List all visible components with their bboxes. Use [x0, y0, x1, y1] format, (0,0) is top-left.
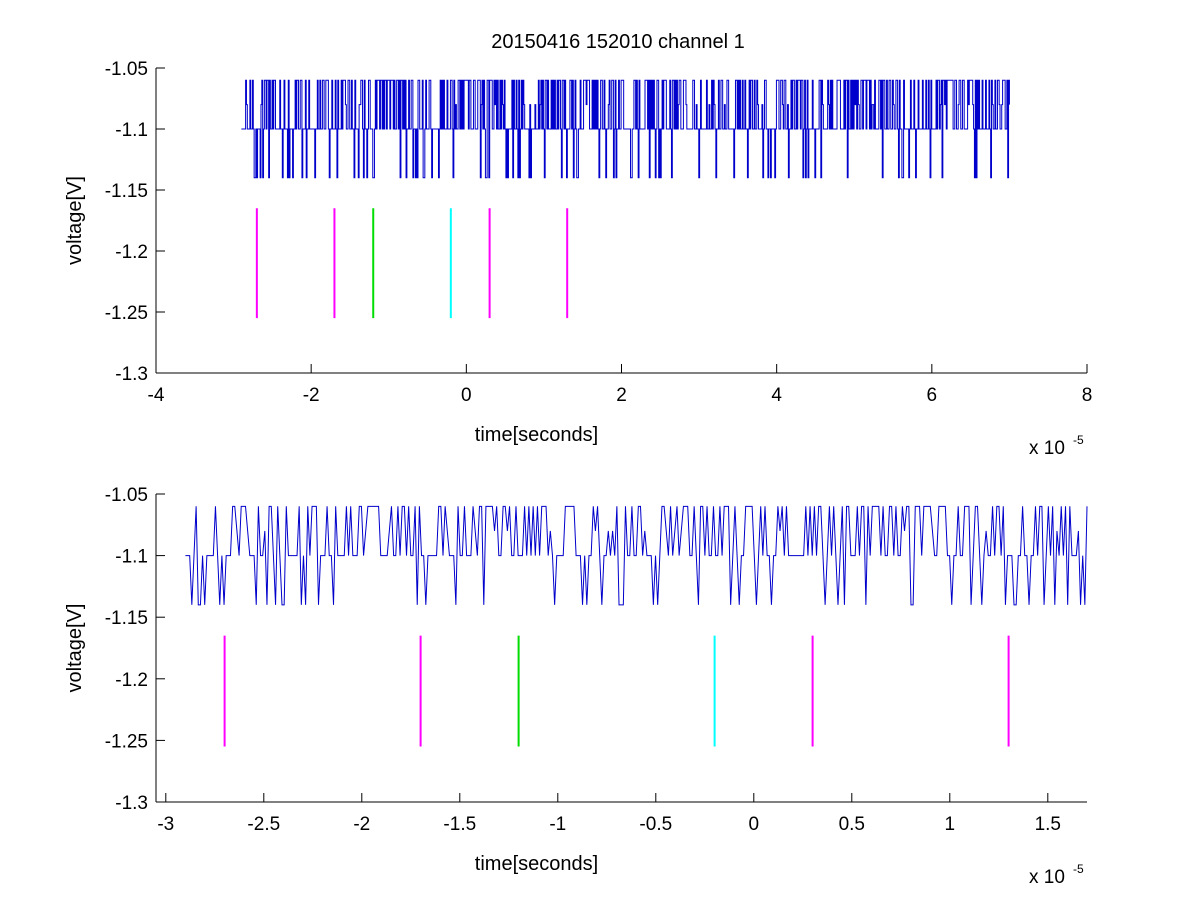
x-tick-label: -1.5: [443, 814, 476, 835]
y-axis-label: voltage[V]: [64, 176, 86, 265]
x-tick-label: -4: [148, 385, 165, 406]
y-tick-label: -1.3: [115, 364, 148, 385]
x-tick-label: 0.5: [839, 814, 865, 835]
x-tick-label: 1: [945, 814, 956, 835]
y-tick-label: -1.05: [105, 59, 148, 80]
x-axis-label: time[seconds]: [475, 424, 598, 446]
signal-trace: [185, 505, 1088, 606]
y-axis-label: voltage[V]: [64, 604, 86, 693]
x-tick-label: -2: [353, 814, 370, 835]
x-tick-label: 8: [1082, 385, 1093, 406]
y-tick-label: -1.3: [115, 793, 148, 814]
x-tick-label: -1: [549, 814, 566, 835]
x-tick-label: -3: [157, 814, 174, 835]
x-tick-label: -2: [303, 385, 320, 406]
x-exponent-base: x 10: [1029, 867, 1065, 888]
y-tick-label: -1.05: [105, 485, 148, 506]
x-tick-label: -0.5: [639, 814, 672, 835]
figure-title: 20150416 152010 channel 1: [491, 31, 745, 53]
x-tick-label: 4: [771, 385, 782, 406]
y-tick-label: -1.1: [115, 547, 148, 568]
y-tick-label: -1.2: [115, 242, 148, 263]
y-tick-label: -1.15: [105, 608, 148, 629]
x-axis-label: time[seconds]: [475, 853, 598, 875]
bottom-panel: -1.3 -1.25 -1.2 -1.15 -1.1 -1.05 -3 -2.5 -2 -1.5 -…: [64, 485, 1088, 888]
x-tick-label: -2.5: [247, 814, 280, 835]
x-tick-label: 0: [749, 814, 760, 835]
y-tick-label: -1.15: [105, 181, 148, 202]
signal-trace: [241, 79, 1010, 179]
y-tick-label: -1.25: [105, 303, 148, 324]
top-panel: -1.3 -1.25 -1.2 -1.15 -1.1 -1.05 -4 -2 0 2 4 6 8 time…: [64, 59, 1092, 459]
y-tick-label: -1.2: [115, 670, 148, 691]
x-exponent-base: x 10: [1029, 438, 1065, 459]
y-tick-label: -1.25: [105, 731, 148, 752]
x-exponent: -5: [1073, 862, 1084, 876]
x-exponent: -5: [1073, 433, 1084, 447]
x-tick-label: 2: [616, 385, 627, 406]
x-tick-label: 1.5: [1035, 814, 1061, 835]
x-tick-label: 0: [461, 385, 472, 406]
x-tick-label: 6: [927, 385, 938, 406]
y-tick-label: -1.1: [115, 120, 148, 141]
